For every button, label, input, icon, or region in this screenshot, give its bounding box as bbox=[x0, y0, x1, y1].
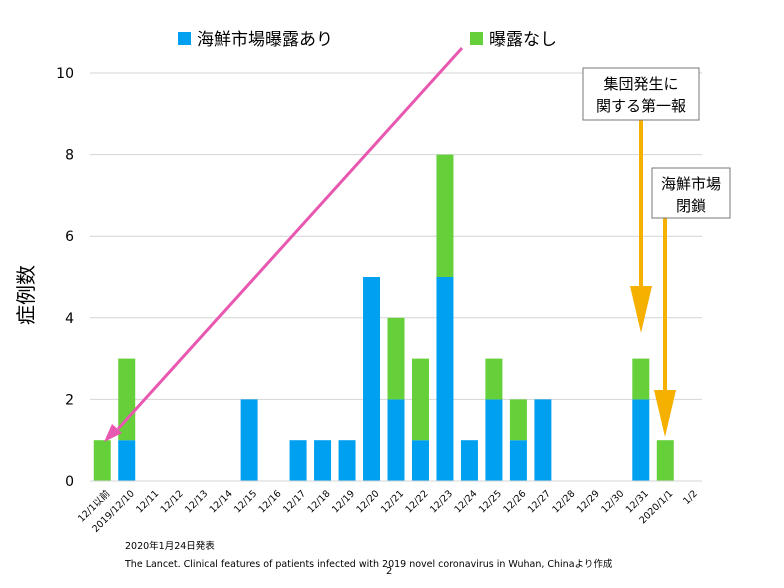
bar-exposed bbox=[534, 399, 552, 481]
pink-arrow-shaft bbox=[116, 46, 464, 431]
legend-swatch bbox=[178, 32, 191, 45]
bar-not-exposed bbox=[509, 399, 527, 441]
legend-swatch bbox=[470, 32, 483, 45]
x-tick-label: 12/19 bbox=[330, 488, 357, 515]
bar-exposed bbox=[411, 440, 429, 481]
x-tick-label: 12/14 bbox=[208, 488, 235, 515]
y-tick-label: 8 bbox=[65, 148, 74, 164]
x-tick-label: 12/20 bbox=[354, 488, 381, 515]
footnote-date: 2020年1月24日発表 bbox=[125, 541, 215, 552]
x-tick-label: 12/13 bbox=[183, 488, 210, 515]
legend-label: 海鮮市場曝露あり bbox=[197, 30, 333, 50]
bar-exposed bbox=[289, 440, 307, 481]
bar-exposed bbox=[363, 277, 381, 481]
x-tick-label: 12/12 bbox=[159, 488, 186, 515]
bar-not-exposed bbox=[485, 358, 503, 400]
bar-exposed bbox=[485, 399, 503, 481]
bar-exposed bbox=[436, 277, 454, 481]
annotation-arrow-head bbox=[654, 390, 676, 437]
annotation-box bbox=[582, 67, 700, 121]
bar-not-exposed bbox=[118, 358, 136, 441]
bar-not-exposed bbox=[411, 358, 429, 441]
x-tick-label: 12/21 bbox=[379, 488, 406, 515]
annotation-text: 関する第一報 bbox=[596, 97, 686, 115]
y-axis-label: 症例数 bbox=[14, 265, 38, 325]
y-tick-label: 0 bbox=[65, 474, 74, 490]
bar-exposed bbox=[314, 440, 332, 481]
bar-not-exposed bbox=[656, 440, 674, 481]
page-number: 2 bbox=[386, 566, 393, 577]
y-tick-label: 10 bbox=[56, 66, 74, 82]
bar-not-exposed bbox=[93, 440, 111, 481]
bar-exposed bbox=[460, 440, 478, 481]
annotation-text: 集団発生に bbox=[603, 75, 678, 93]
x-tick-label: 12/18 bbox=[306, 488, 333, 515]
x-tick-label: 12/27 bbox=[526, 488, 553, 515]
x-tick-label: 12/29 bbox=[575, 488, 602, 515]
x-tick-label: 12/11 bbox=[134, 488, 161, 515]
x-tick-label: 12/15 bbox=[232, 488, 259, 515]
x-tick-label: 12/30 bbox=[599, 488, 626, 515]
annotation-text: 閉鎖 bbox=[676, 197, 706, 215]
pink-arrow-head bbox=[104, 424, 122, 442]
bar-not-exposed bbox=[387, 317, 405, 400]
x-tick-label: 12/28 bbox=[550, 488, 577, 515]
annotation-box bbox=[651, 167, 731, 219]
bar-exposed bbox=[240, 399, 258, 481]
bar-not-exposed bbox=[436, 154, 454, 277]
bar-exposed bbox=[387, 399, 405, 481]
x-tick-label: 12/24 bbox=[452, 488, 479, 515]
x-tick-label: 12/16 bbox=[257, 488, 284, 515]
x-tick-label: 12/23 bbox=[428, 488, 455, 515]
annotation-arrow-head bbox=[630, 286, 652, 333]
bar-not-exposed bbox=[632, 358, 650, 400]
bar-exposed bbox=[118, 440, 136, 481]
y-tick-label: 6 bbox=[65, 229, 74, 245]
bar-exposed bbox=[509, 440, 527, 481]
legend-label: 曝露なし bbox=[489, 30, 557, 50]
x-tick-label: 12/26 bbox=[501, 488, 528, 515]
y-tick-label: 4 bbox=[65, 311, 74, 327]
bar-exposed bbox=[338, 440, 356, 481]
x-tick-label: 1/2 bbox=[681, 488, 700, 507]
bar-exposed bbox=[632, 399, 650, 481]
footnote-source: The Lancet. Clinical features of patient… bbox=[125, 559, 613, 570]
y-tick-label: 2 bbox=[65, 392, 74, 408]
x-tick-label: 12/25 bbox=[477, 488, 504, 515]
annotation-text: 海鮮市場 bbox=[661, 175, 721, 193]
x-tick-label: 12/22 bbox=[403, 488, 430, 515]
x-tick-label: 12/17 bbox=[281, 488, 308, 515]
